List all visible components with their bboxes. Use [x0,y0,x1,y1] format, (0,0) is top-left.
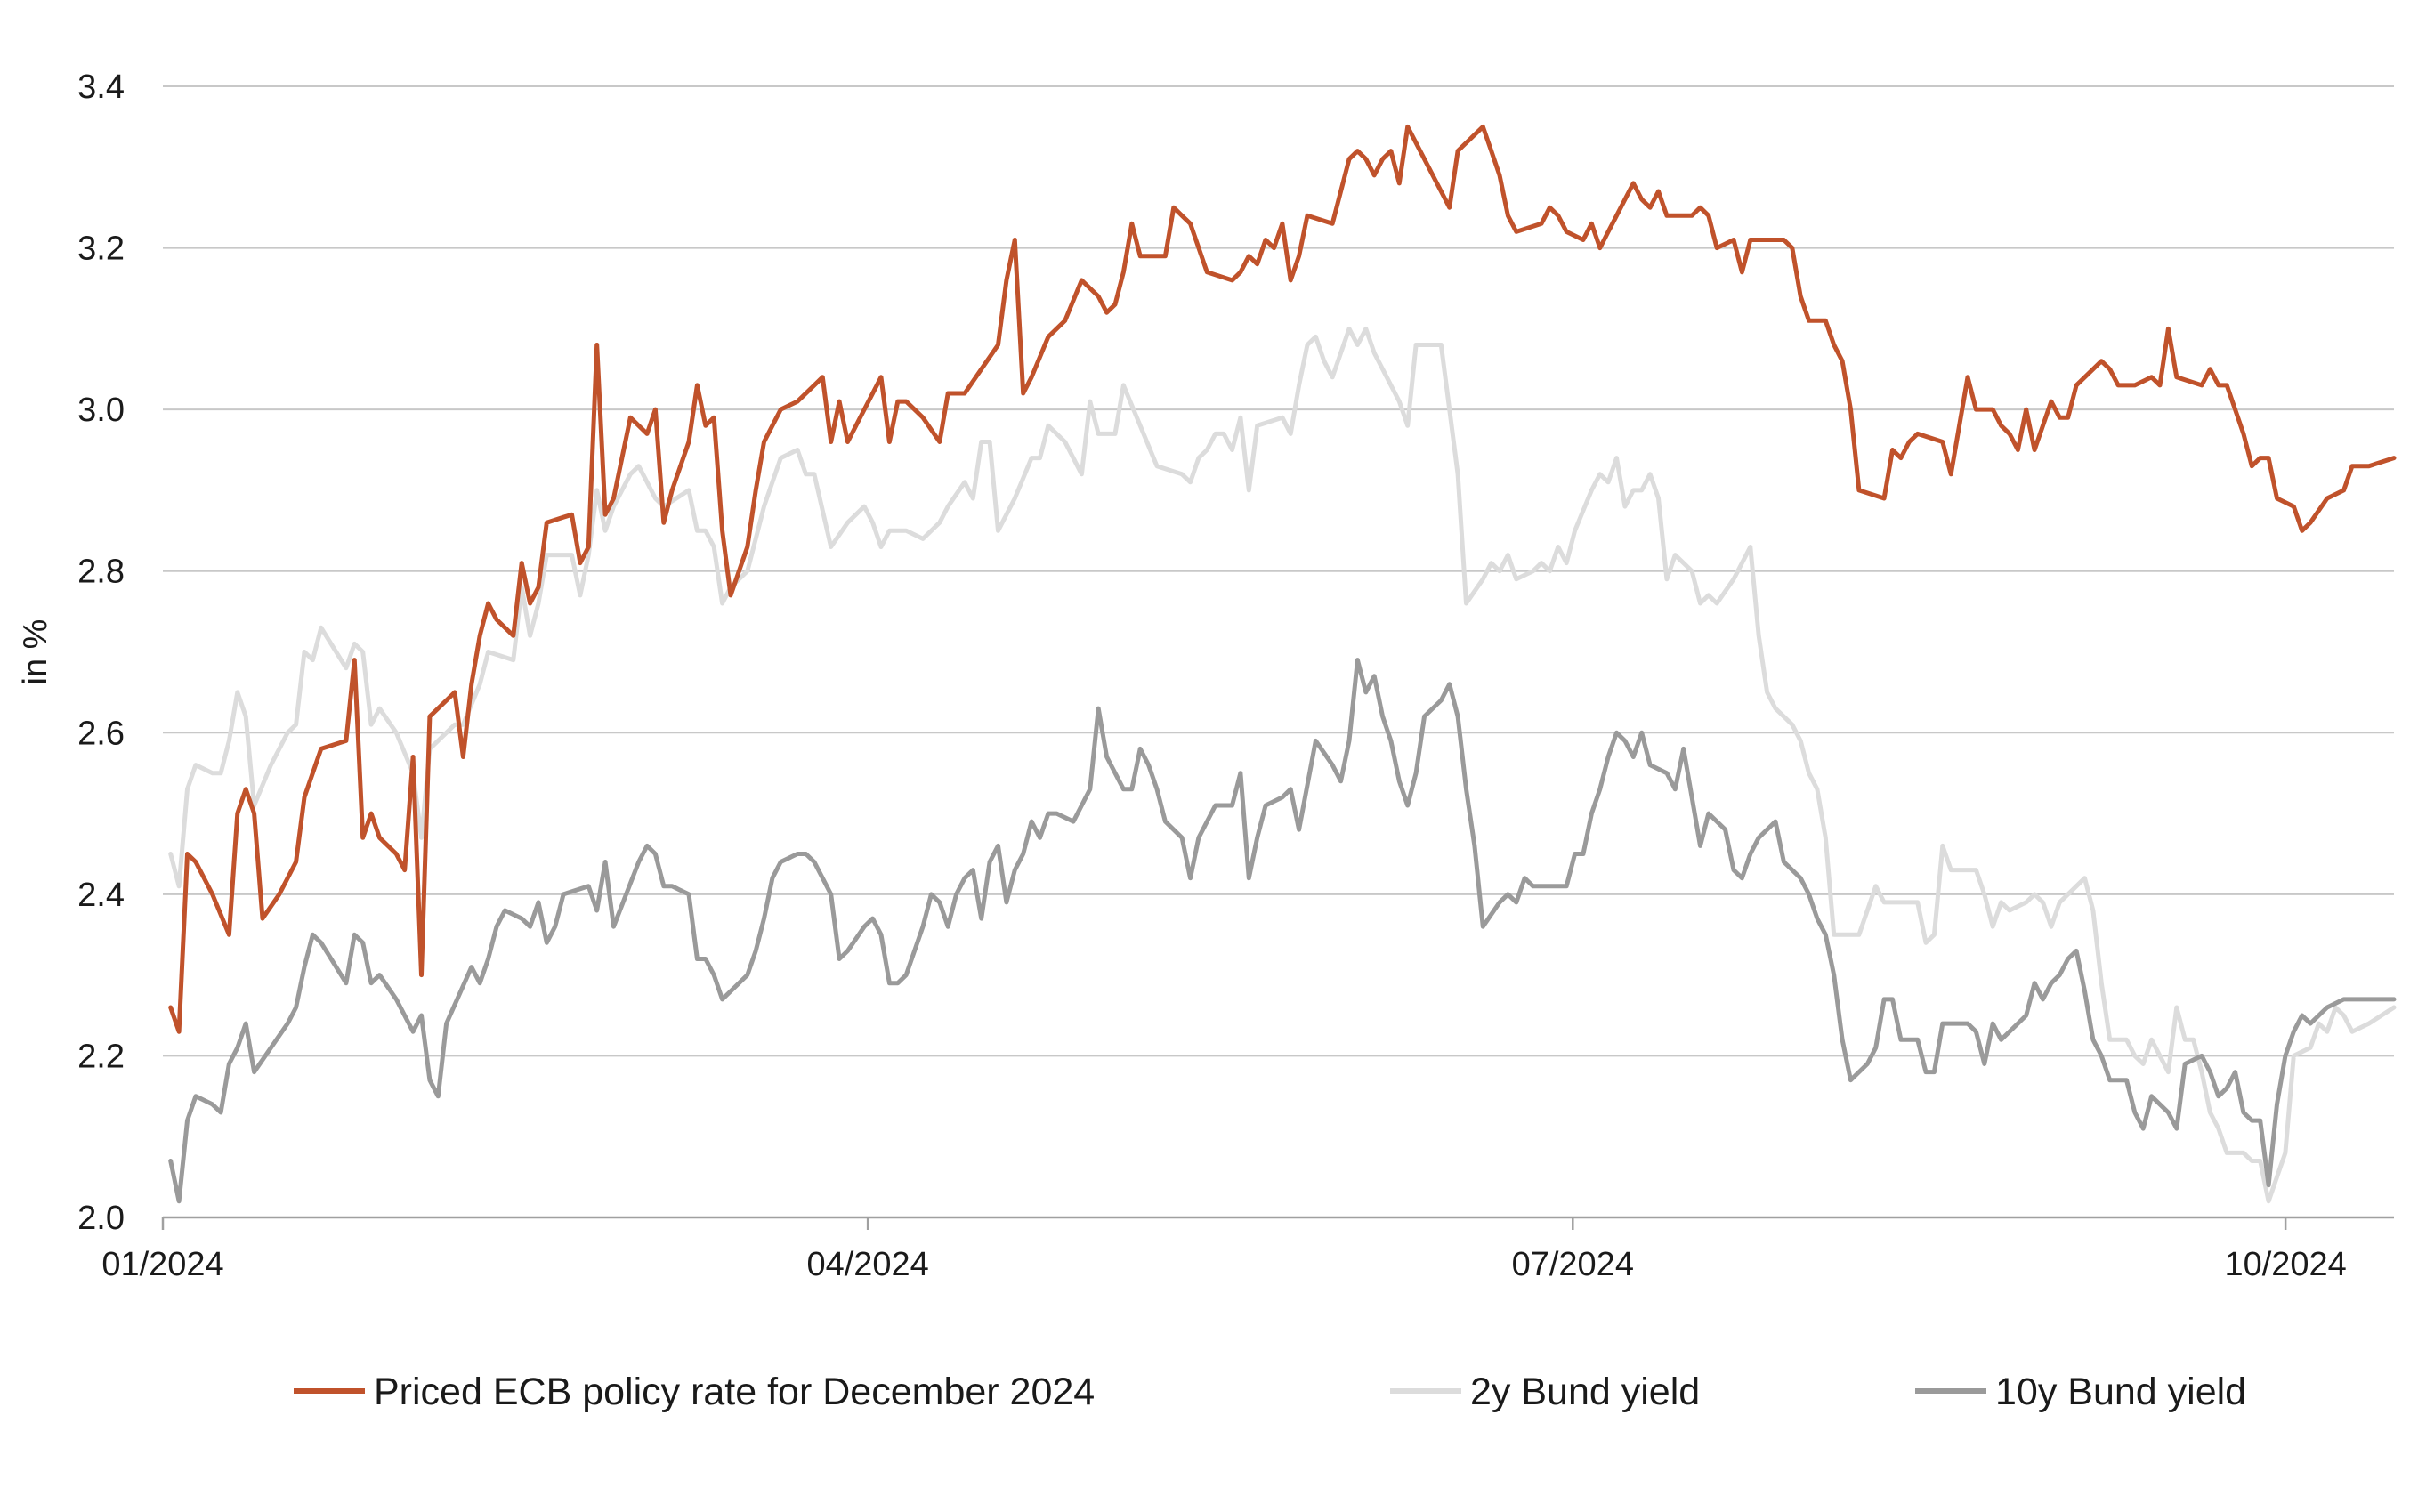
legend-label-10y: 10y Bund yield [1995,1371,2246,1413]
x-tick-label: 10/2024 [2224,1246,2346,1283]
y-tick-label: 2.0 [77,1200,125,1237]
series-lines [168,124,2397,1204]
y-tick-label: 2.6 [77,715,125,752]
y-tick-label: 2.4 [77,877,125,914]
y-tick-label: 3.4 [77,69,125,106]
y-tick-label: 3.2 [77,230,125,268]
legend-label-ecb: Priced ECB policy rate for December 2024 [374,1371,1095,1413]
x-tick-label: 01/2024 [101,1246,223,1283]
x-tick-label: 04/2024 [806,1246,928,1283]
y-tick-label: 3.0 [77,392,125,429]
x-tick-labels: 01/2024 04/2024 07/2024 10/2024 [101,1217,2347,1283]
y-tick-label: 2.2 [77,1038,125,1075]
y-tick-label: 2.8 [77,554,125,591]
y-axis-label: in % [17,619,54,685]
y-tick-labels: 2.0 2.2 2.4 2.6 2.8 3.0 3.2 3.4 [77,69,125,1237]
legend-label-2y: 2y Bund yield [1470,1371,1700,1413]
y-gridlines [163,85,2394,1057]
series-line-2y-bund [168,326,2397,1204]
series-line-ecb [168,124,2397,1034]
series-line-10y-bund [168,658,2397,1204]
legend: Priced ECB policy rate for December 2024… [294,1371,2246,1413]
x-tick-label: 07/2024 [1512,1246,1634,1283]
